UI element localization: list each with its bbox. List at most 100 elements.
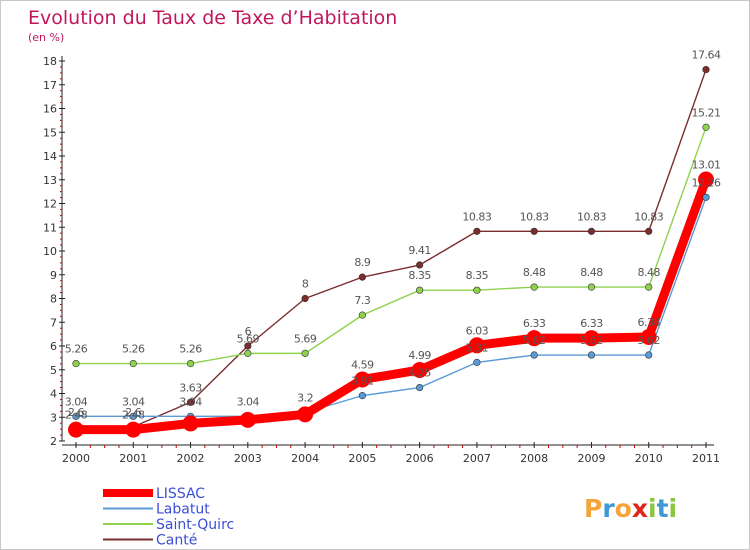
data-point-lissac [354, 371, 371, 388]
data-label-labatut: 3.04 [65, 395, 88, 408]
data-point-saint-quirc [530, 283, 538, 291]
series-lines [71, 68, 711, 435]
data-point-lissac [125, 421, 142, 438]
logo-letter: i [648, 494, 657, 523]
data-point-labatut [645, 351, 653, 359]
data-label-cant-: 9.41 [408, 244, 431, 257]
data-point-cant- [587, 227, 596, 235]
x-tick-label: 2011 [692, 452, 720, 465]
data-point-saint-quirc [72, 359, 80, 368]
data-label-saint-quirc: 8.48 [523, 266, 546, 279]
logo-letter: t [657, 494, 669, 523]
x-tick-label: 2001 [119, 452, 147, 465]
data-point-cant- [473, 227, 481, 235]
data-label-saint-quirc: 5.69 [294, 332, 317, 345]
data-label-saint-quirc: 15.21 [692, 106, 721, 119]
data-point-lissac [526, 330, 543, 347]
data-point-cant- [530, 227, 538, 235]
data-labels: 2.6 2.6 3.63 6 8 8.9 9.41 10.83 10.83 10.83 10.83 1… [65, 49, 722, 422]
y-tick-label: 13 [43, 174, 57, 187]
y-tick-label: 10 [43, 245, 57, 258]
data-label-lissac: 13.01 [692, 159, 721, 172]
data-point-lissac [68, 421, 84, 438]
data-label-cant-: 3.63 [179, 381, 202, 394]
y-tick-label: 16 [43, 103, 57, 116]
data-label-lissac: 6.38 [637, 316, 660, 329]
data-point-cant- [301, 294, 309, 303]
data-label-labatut: 4.25 [408, 367, 431, 380]
data-point-saint-quirc [473, 286, 481, 294]
data-point-lissac [411, 361, 428, 378]
data-label-labatut: 5.62 [637, 334, 660, 347]
data-label-lissac: 6.33 [523, 317, 546, 330]
logo-letter: i [669, 494, 678, 523]
data-label-labatut: 3.04 [122, 395, 145, 408]
data-label-lissac: 2.48 [122, 409, 145, 422]
data-label-cant-: 2.6 [68, 406, 84, 419]
y-tick-label: 14 [43, 150, 57, 163]
data-label-labatut: 5.62 [523, 334, 546, 347]
y-tick-label: 5 [50, 364, 57, 377]
y-tick-label: 11 [43, 221, 57, 234]
data-point-lissac [239, 411, 256, 428]
data-label-saint-quirc: 5.26 [65, 343, 88, 356]
data-point-saint-quirc [244, 349, 252, 357]
data-label-cant-: 10.83 [462, 210, 491, 223]
data-point-cant- [645, 227, 653, 235]
x-tick-label: 2002 [177, 452, 205, 465]
x-tick-label: 2008 [520, 452, 548, 465]
data-point-labatut [587, 351, 596, 359]
data-label-saint-quirc: 5.69 [237, 332, 260, 345]
data-label-labatut: 12.26 [692, 176, 721, 189]
logo-letter: P [584, 494, 602, 523]
data-point-saint-quirc [186, 359, 195, 368]
data-point-labatut [702, 193, 710, 201]
data-point-lissac [182, 415, 199, 432]
data-label-labatut: 5.31 [466, 341, 489, 354]
data-label-labatut: 3.91 [351, 375, 374, 388]
data-point-lissac [468, 337, 485, 354]
data-point-saint-quirc [358, 311, 366, 319]
y-tick-label: 18 [43, 55, 57, 68]
x-tick-label: 2004 [291, 452, 319, 465]
data-point-lissac [297, 406, 314, 423]
legend-label-labatut: Labatut [156, 502, 210, 518]
data-label-cant-: 8.9 [354, 256, 370, 269]
data-label-cant-: 10.83 [577, 210, 606, 223]
x-tick-label: 2006 [406, 452, 434, 465]
data-point-saint-quirc [587, 283, 596, 291]
data-point-labatut [72, 412, 80, 420]
data-label-saint-quirc: 5.26 [122, 343, 145, 356]
data-point-labatut [473, 358, 481, 366]
proxiti-logo: Proxiti [584, 494, 677, 523]
y-tick-label: 4 [50, 388, 57, 401]
chart-title: Evolution du Taux de Taxe d’Habitation [28, 7, 398, 29]
data-label-cant-: 2.6 [125, 406, 141, 419]
data-label-labatut: 3.2 [297, 392, 313, 405]
series-line-cant- [75, 68, 707, 428]
data-point-cant- [416, 261, 424, 269]
data-label-saint-quirc: 5.26 [179, 343, 202, 356]
x-tick-label: 2003 [234, 452, 262, 465]
series-line-saint-quirc [75, 126, 707, 365]
data-label-cant-: 6 [245, 325, 252, 338]
data-point-labatut [530, 351, 538, 359]
legend-label-saint-quirc: Saint-Quirc [156, 517, 234, 533]
data-label-lissac: 4.99 [408, 349, 431, 362]
y-tick-label: 8 [50, 293, 57, 306]
data-label-saint-quirc: 8.35 [466, 269, 489, 282]
series-line-lissac [71, 175, 711, 435]
data-point-cant- [702, 65, 710, 74]
data-label-cant-: 8 [302, 278, 309, 291]
legend-label-lissac: LISSAC [156, 486, 205, 502]
x-tick-label: 2005 [348, 452, 376, 465]
data-label-saint-quirc: 8.48 [637, 266, 660, 279]
data-point-labatut [129, 412, 137, 420]
data-label-lissac: 6.03 [466, 324, 489, 337]
data-point-cant- [186, 398, 195, 406]
data-point-saint-quirc [129, 359, 137, 368]
data-point-saint-quirc [645, 283, 653, 291]
legend-label-cant-: Canté [156, 533, 197, 549]
